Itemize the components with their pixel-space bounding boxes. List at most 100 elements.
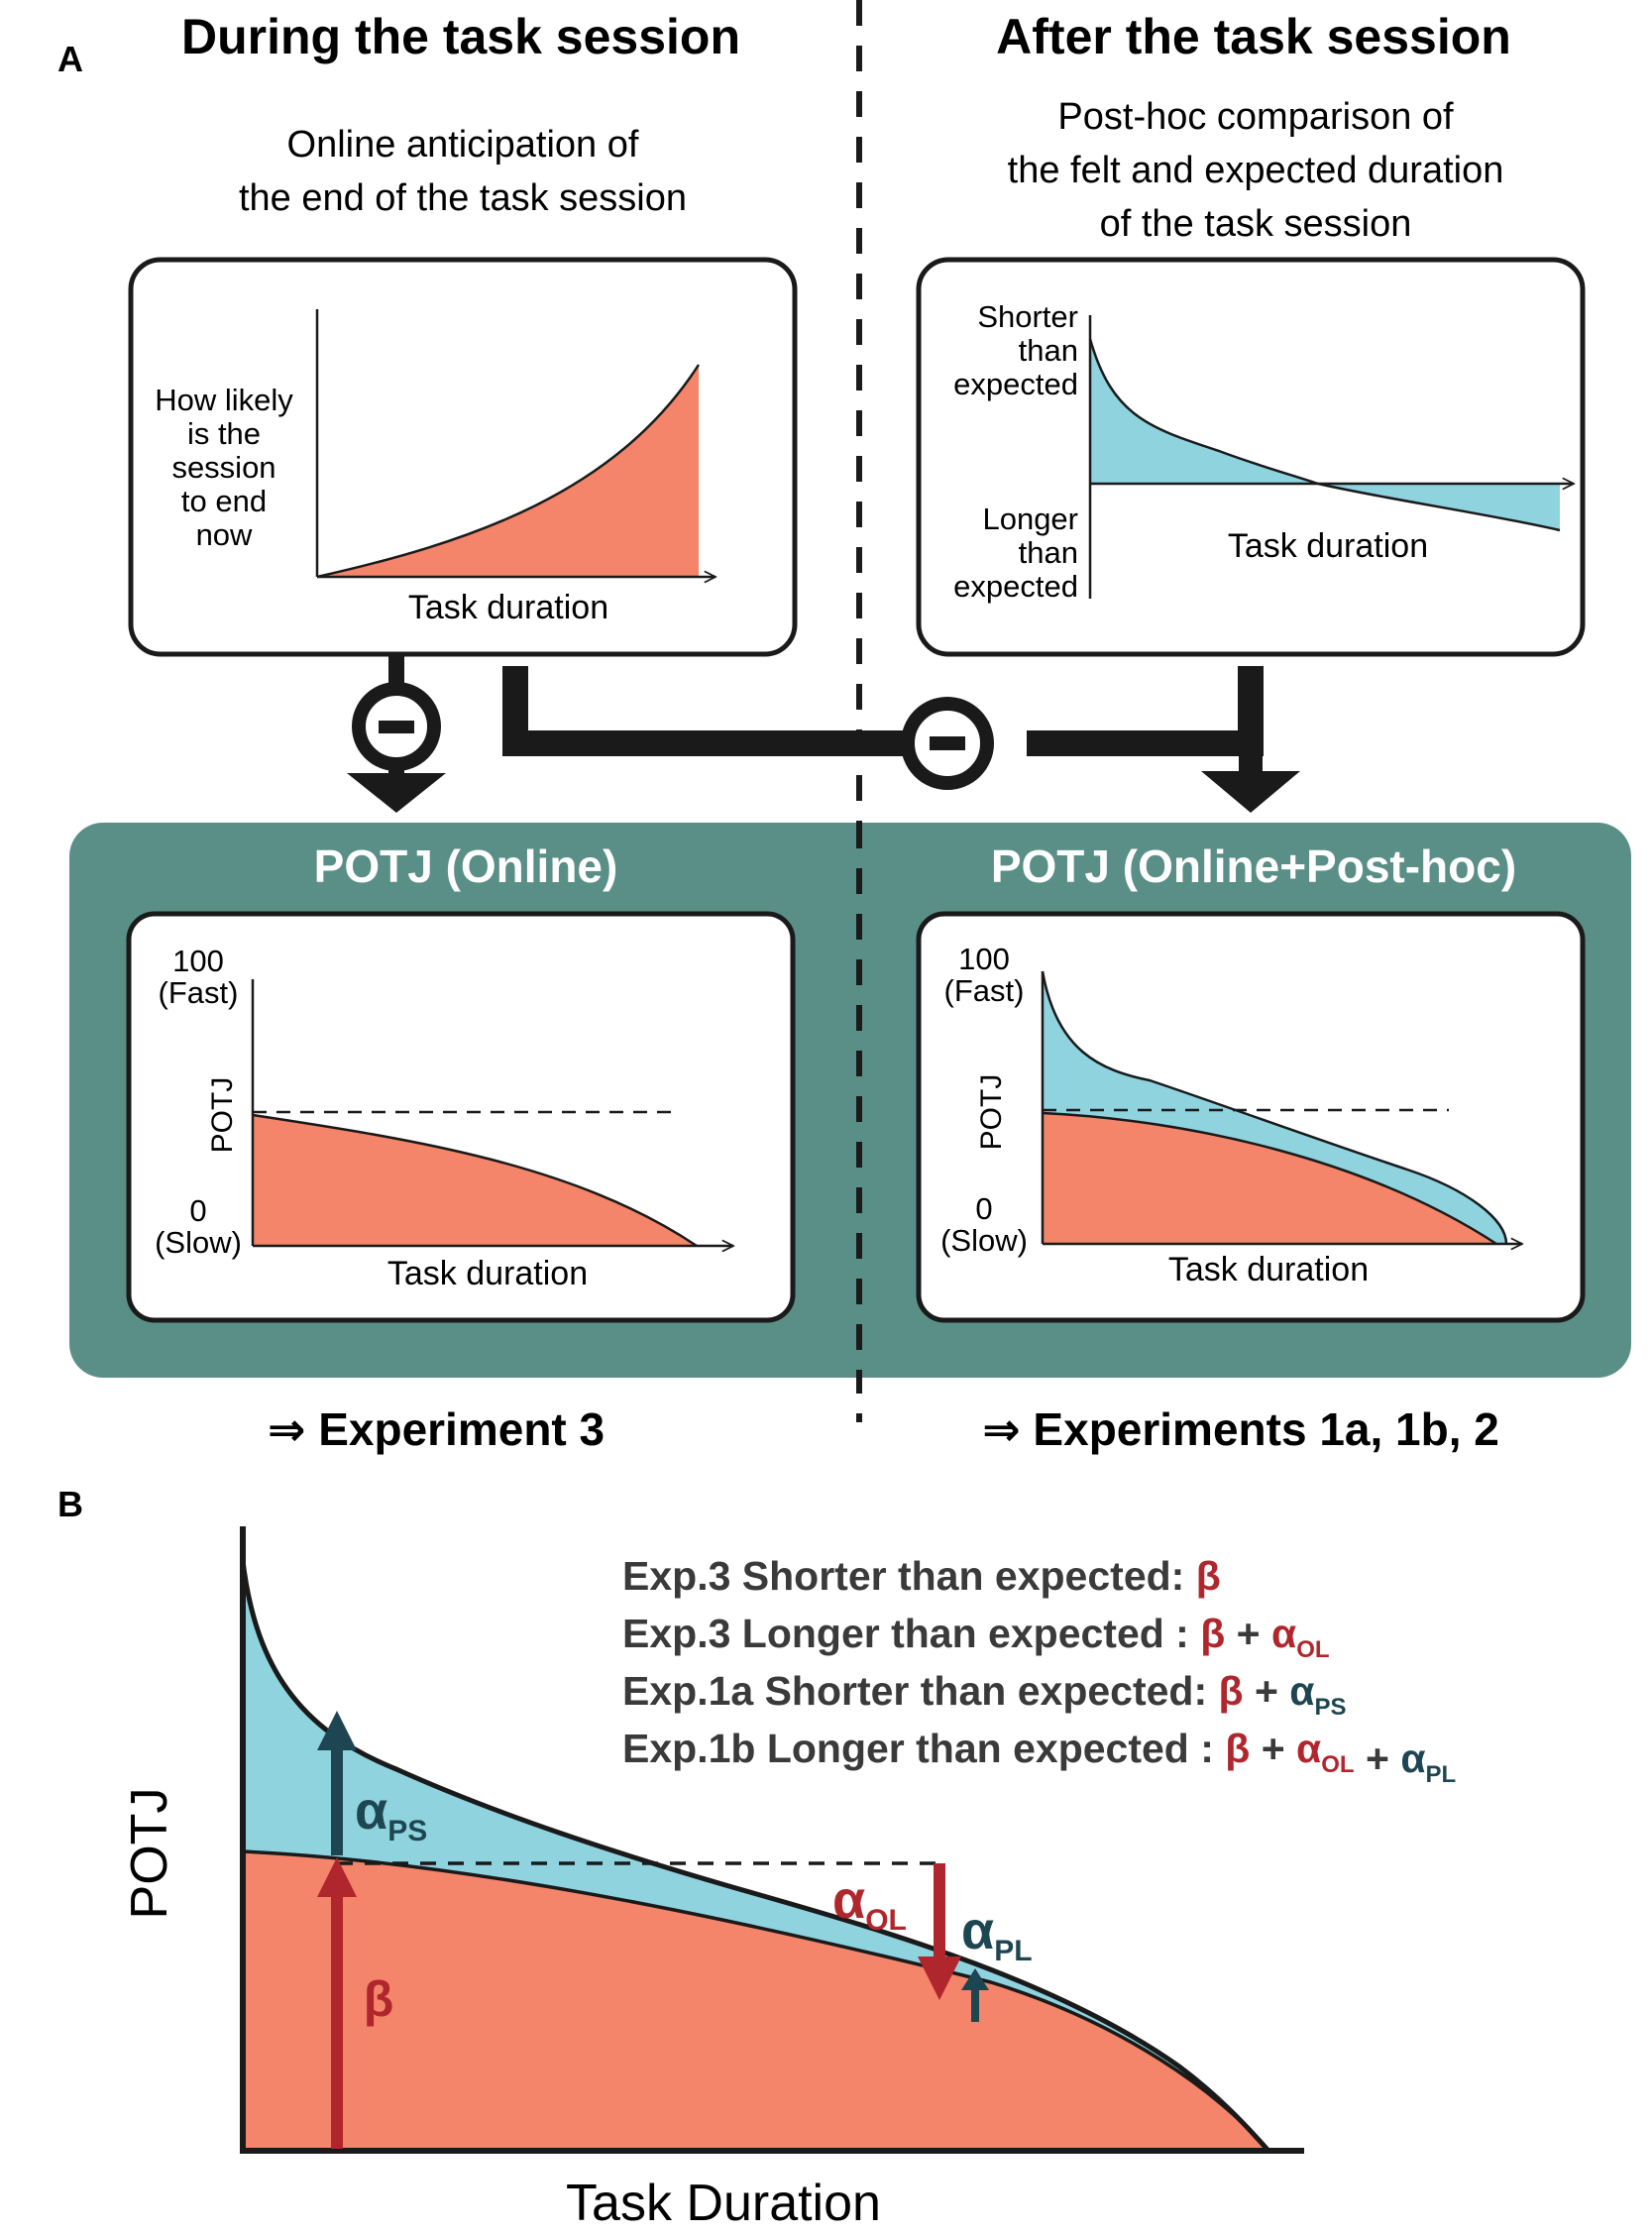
hazard-y-label-line: How likely xyxy=(155,383,293,417)
online-area xyxy=(253,1115,697,1246)
combined-online-area xyxy=(1043,1113,1496,1244)
alpha-pl-arrowhead xyxy=(961,1968,989,1990)
legend-prefix: Exp.3 Shorter than expected: xyxy=(622,1553,1196,1599)
online-area-b xyxy=(243,1851,1268,2151)
beta-label: β xyxy=(364,1971,394,2027)
alpha-ol-arrowhead xyxy=(918,1956,961,2000)
hazard-curve xyxy=(316,364,701,579)
right-connector xyxy=(502,666,1300,813)
legend-plus: + xyxy=(1250,1726,1296,1771)
left-subtitle-line: Online anticipation of xyxy=(287,124,639,166)
hazard-y-label-line: session xyxy=(171,450,275,485)
experiments-1-2-caption: ⇒ Experiments 1a, 1b, 2 xyxy=(982,1403,1499,1455)
legend-prefix: Exp.3 Longer than expected : xyxy=(622,1611,1200,1656)
y-axis-label-b: POTJ xyxy=(121,1788,178,1920)
arrow-down-icon xyxy=(1201,771,1300,813)
shorter-label: Shorter than expected xyxy=(953,299,1078,401)
potj-online-posthoc-title: POTJ (Online+Post-hoc) xyxy=(991,840,1516,892)
combined-lower-curve xyxy=(1042,1111,1497,1246)
alpha-subscript: PS xyxy=(387,1815,427,1847)
legend-prefix: Exp.1b Longer than expected : xyxy=(622,1726,1225,1771)
legend-subscript: PL xyxy=(1426,1761,1457,1788)
y-tick-label: 0 xyxy=(189,1193,206,1228)
longer-label: Longer than expected xyxy=(953,502,1078,604)
panel-a-label: A xyxy=(57,39,83,79)
y-tick-label: (Fast) xyxy=(159,975,239,1010)
alpha-symbol: α xyxy=(832,1870,865,1930)
alpha-symbol: α xyxy=(355,1781,387,1841)
legend-plus: + xyxy=(1355,1735,1401,1781)
comparison-curve xyxy=(1088,338,1561,532)
hazard-y-label: How likely is the session to end now xyxy=(155,383,293,552)
left-heading: During the task session xyxy=(181,9,740,64)
shorter-label-line: than xyxy=(1019,333,1078,368)
experiment-3-caption: ⇒ Experiment 3 xyxy=(268,1403,605,1455)
left-connector xyxy=(347,656,446,813)
legend-subscript: OL xyxy=(1321,1751,1354,1778)
left-subtitle-line: the end of the task session xyxy=(239,177,687,219)
legend-subscript: OL xyxy=(1296,1636,1329,1663)
legend-symbol: α xyxy=(1289,1668,1314,1714)
comparison-plot-box xyxy=(916,257,1586,657)
combined-y-label: POTJ xyxy=(975,1074,1008,1151)
legend-line: Exp.3 Longer than expected : β + αOL xyxy=(622,1611,1330,1663)
legend-plus: + xyxy=(1225,1611,1271,1656)
left-subtitle: Online anticipation of the end of the ta… xyxy=(239,124,687,219)
right-subtitle-line: Post-hoc comparison of xyxy=(1057,96,1454,138)
panel-b-label: B xyxy=(57,1484,83,1524)
alpha-subscript: OL xyxy=(865,1904,907,1937)
y-tick-label: 100 xyxy=(172,944,224,978)
legend: Exp.3 Shorter than expected: β Exp.3 Long… xyxy=(622,1553,1456,1788)
alpha-ol-label: αOL xyxy=(832,1870,907,1937)
shorter-label-line: expected xyxy=(953,367,1078,401)
legend-prefix: Exp.1a Shorter than expected: xyxy=(622,1668,1219,1714)
legend-line: Exp.1a Shorter than expected: β + αPS xyxy=(622,1668,1347,1721)
hazard-y-label-line: is the xyxy=(187,416,261,451)
longer-label-line: than xyxy=(1019,535,1078,570)
combined-y-bottom: 0 (Slow) xyxy=(940,1191,1028,1258)
online-y-label: POTJ xyxy=(206,1077,239,1154)
legend-symbol: β xyxy=(1219,1668,1244,1714)
hazard-y-label-line: to end xyxy=(181,484,267,518)
minus-icon xyxy=(930,736,965,750)
online-y-bottom: 0 (Slow) xyxy=(155,1193,242,1260)
lower-curve-b xyxy=(242,1849,1270,2153)
legend-line: Exp.3 Shorter than expected: β xyxy=(622,1553,1221,1599)
hazard-area xyxy=(317,365,699,577)
arrow-down-icon xyxy=(347,773,446,813)
shorter-label-line: Shorter xyxy=(977,299,1078,334)
y-tick-label: (Slow) xyxy=(155,1225,242,1260)
legend-subscript: PS xyxy=(1315,1694,1347,1721)
legend-line: Exp.1b Longer than expected : β + αOL + … xyxy=(622,1726,1456,1788)
legend-symbol: β xyxy=(1196,1553,1221,1599)
combined-x-label: Task duration xyxy=(1168,1251,1369,1288)
online-x-label: Task duration xyxy=(387,1255,588,1292)
potj-online-title: POTJ (Online) xyxy=(314,840,618,892)
legend-symbol: α xyxy=(1271,1611,1296,1656)
alpha-ps-label: αPS xyxy=(355,1781,427,1847)
x-axis-label-b: Task Duration xyxy=(566,2175,881,2232)
combined-upper-curve xyxy=(1041,970,1508,1245)
right-subtitle: Post-hoc comparison of the felt and expe… xyxy=(1008,96,1504,245)
right-heading: After the task session xyxy=(996,9,1511,64)
legend-symbol: α xyxy=(1400,1735,1425,1781)
alpha-pl-label: αPL xyxy=(961,1901,1033,1967)
online-y-top: 100 (Fast) xyxy=(159,944,239,1010)
alpha-symbol: α xyxy=(961,1901,994,1960)
alpha-subscript: PL xyxy=(994,1935,1032,1967)
longer-label-line: expected xyxy=(953,569,1078,604)
legend-symbol: α xyxy=(1296,1726,1321,1771)
right-subtitle-line: the felt and expected duration xyxy=(1008,150,1504,191)
combined-y-top: 100 (Fast) xyxy=(944,942,1025,1008)
hazard-x-label: Task duration xyxy=(408,589,608,626)
alpha-ps-arrowhead xyxy=(317,1711,357,1750)
legend-symbol: β xyxy=(1225,1726,1250,1771)
longer-label-line: Longer xyxy=(982,502,1078,536)
y-tick-label: (Fast) xyxy=(944,973,1025,1008)
minus-icon xyxy=(379,721,414,733)
hazard-y-label-line: now xyxy=(196,517,253,552)
comparison-x-label: Task duration xyxy=(1228,527,1428,565)
online-curve xyxy=(252,1113,698,1248)
legend-plus: + xyxy=(1244,1668,1290,1714)
